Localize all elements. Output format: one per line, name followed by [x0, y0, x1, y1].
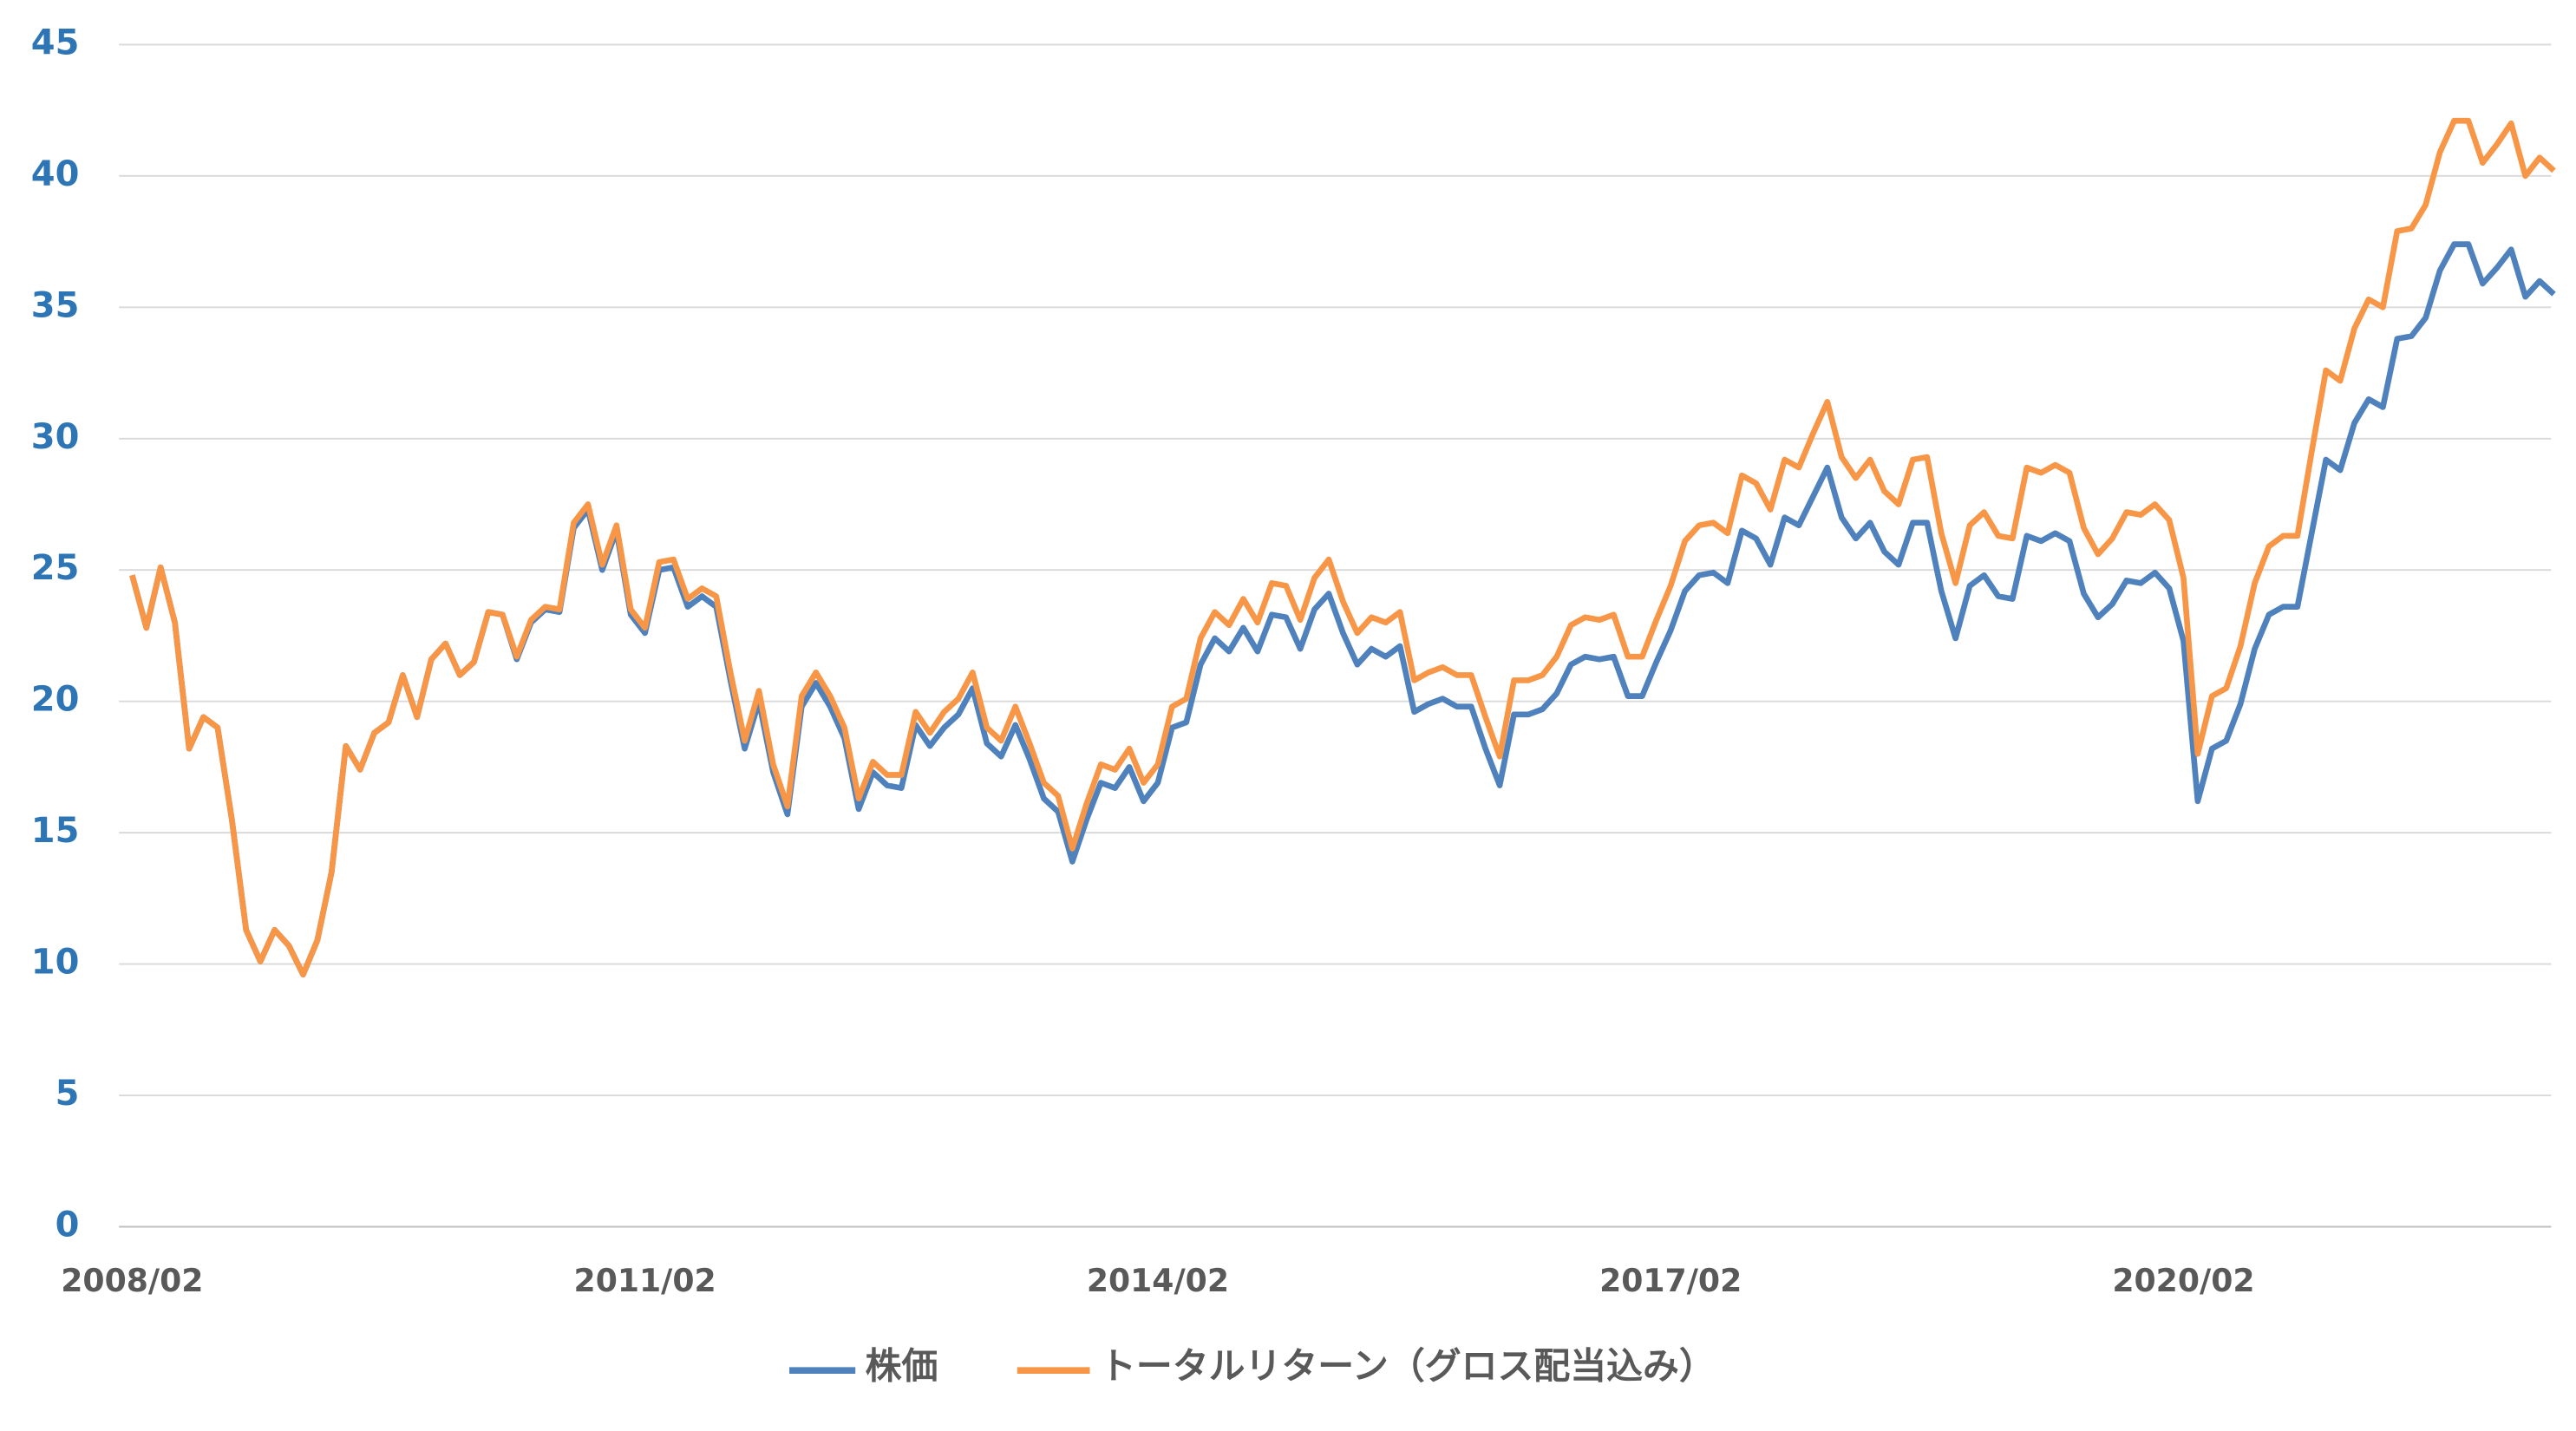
x-tick-label: 2020/02 — [2112, 1262, 2254, 1299]
y-tick-label: 0 — [56, 1206, 80, 1245]
x-tick-label: 2017/02 — [1599, 1262, 1742, 1299]
y-tick-label: 30 — [31, 417, 80, 457]
y-tick-label: 20 — [31, 680, 80, 720]
legend-label: トータルリターン（グロス配当込み） — [1100, 1345, 1716, 1388]
y-tick-label: 25 — [31, 548, 80, 588]
y-tick-label: 35 — [31, 285, 80, 325]
series-line — [129, 241, 2556, 978]
x-tick-label: 2011/02 — [574, 1262, 716, 1299]
y-tick-label: 40 — [31, 154, 80, 194]
x-tick-label: 2008/02 — [61, 1262, 203, 1299]
y-tick-label: 45 — [31, 23, 80, 62]
y-tick-label: 10 — [31, 943, 80, 983]
legend-label: 株価 — [866, 1345, 938, 1388]
y-tick-label: 5 — [56, 1074, 80, 1114]
series-line — [129, 117, 2556, 978]
x-tick-label: 2014/02 — [1087, 1262, 1229, 1299]
y-tick-label: 15 — [31, 811, 80, 851]
